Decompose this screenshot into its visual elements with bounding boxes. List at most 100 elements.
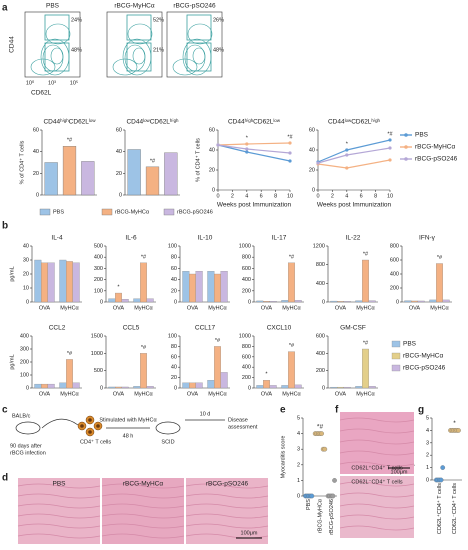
y-tick-label: 40 xyxy=(171,365,177,371)
bar xyxy=(362,259,369,303)
annotation: * xyxy=(265,372,268,378)
annotation: * xyxy=(117,284,120,290)
gate-label: 52% xyxy=(153,17,164,23)
image-label: CD62L⁺CD4⁺ T cells xyxy=(351,464,402,471)
x-tick-label: MyHCα xyxy=(60,305,79,311)
bar xyxy=(34,383,42,389)
x-tick-label: MyHCα xyxy=(282,305,301,311)
fiber xyxy=(17,523,101,529)
y-tick-label: 3 xyxy=(426,440,429,446)
y-tick-label: 0 xyxy=(212,187,215,193)
x-tick-label: 4 xyxy=(345,193,348,199)
histology-image xyxy=(102,478,184,544)
x-tick-label: MyHCα xyxy=(282,391,301,397)
x-tick-label: OVA xyxy=(39,305,51,311)
point xyxy=(288,141,292,145)
x-tick-label: OVA xyxy=(335,391,347,397)
point xyxy=(388,138,392,142)
x-tick-label: OVA xyxy=(113,305,125,311)
x-tick-label: 8 xyxy=(374,193,377,199)
fiber xyxy=(101,513,185,519)
point xyxy=(456,428,461,433)
bar xyxy=(140,353,147,389)
y-tick-label: 40 xyxy=(209,147,215,153)
diagram-text: SCID xyxy=(161,439,174,445)
contour xyxy=(132,47,146,65)
y-tick-label: 400 xyxy=(94,255,103,261)
gate xyxy=(44,42,70,72)
bar xyxy=(72,382,80,389)
diagram-text: 10 d xyxy=(200,411,211,417)
y-tick-label: 0 xyxy=(396,299,399,305)
bar xyxy=(368,386,376,389)
y-tick-label: 20 xyxy=(171,288,177,294)
point xyxy=(440,465,446,470)
bar xyxy=(256,385,264,389)
x-tick-label: MyHCα xyxy=(208,305,227,311)
fiber xyxy=(185,523,269,529)
point xyxy=(245,142,249,146)
annotation: * xyxy=(246,135,249,141)
chart-title: CCL2 xyxy=(49,325,66,332)
panel-label: a xyxy=(2,3,8,14)
y-tick-label: 800 xyxy=(390,243,399,249)
panel-label: g xyxy=(418,405,424,416)
bar xyxy=(343,386,351,389)
chart-title: CD44ʰⁱᵍʰCD62Lˡᵒʷ xyxy=(228,118,281,126)
panel-label: d xyxy=(2,473,8,484)
image-label: PBS xyxy=(52,481,66,488)
bar xyxy=(362,348,369,389)
bar xyxy=(263,380,270,389)
y-tick-label: 60 xyxy=(171,266,177,272)
contour xyxy=(45,23,71,45)
y-tick-label: 4 xyxy=(426,428,429,434)
x-tick-label: 10⁵ xyxy=(70,79,78,86)
bar xyxy=(41,383,48,389)
bar xyxy=(294,384,302,389)
contour xyxy=(192,47,206,65)
bar xyxy=(127,149,141,196)
fiber xyxy=(17,493,101,499)
y-tick-label: 600 xyxy=(242,354,251,360)
bar xyxy=(214,346,221,389)
y-tick-label: 0 xyxy=(322,385,325,391)
fiber xyxy=(339,481,415,487)
y-tick-label: 0 xyxy=(174,299,177,305)
x-tick-label: OVA xyxy=(261,305,273,311)
point xyxy=(309,493,315,499)
bar xyxy=(72,262,80,303)
bar xyxy=(207,380,215,389)
y-tick-label: 20 xyxy=(33,171,39,177)
bar xyxy=(330,300,338,303)
y-tick-label: 1 xyxy=(297,478,300,484)
y-tick-label: 0 xyxy=(426,477,429,483)
y-tick-label: 0 xyxy=(36,192,39,198)
x-tick-label: MyHCα xyxy=(356,391,375,397)
bar xyxy=(220,271,228,303)
panel-label: e xyxy=(280,405,286,416)
y-tick-label: 60 xyxy=(309,127,315,133)
legend-label: rBCG-pSO246 xyxy=(177,209,213,215)
y-tick-label: 1200 xyxy=(313,243,325,249)
y-axis-label: CD44 xyxy=(9,36,16,53)
y-tick-label: 100 xyxy=(168,243,177,249)
point xyxy=(319,431,324,436)
y-tick-label: 4 xyxy=(297,431,300,437)
x-tick-label: MyHCα xyxy=(60,391,79,397)
x-tick-label: 0 xyxy=(216,193,219,199)
fiber xyxy=(339,514,415,520)
bar xyxy=(281,300,289,303)
bar xyxy=(121,386,129,389)
gate-label: 26% xyxy=(213,17,224,23)
diagram-text: 48 h xyxy=(123,433,134,439)
image-label: rBCG-pSO246 xyxy=(206,481,249,488)
y-tick-label: 30 xyxy=(23,257,29,263)
flow-plot xyxy=(166,11,223,78)
diagram-text: Disease xyxy=(228,417,248,423)
plot-title: rBCG-pSO246 xyxy=(173,3,216,10)
x-tick-label: MyHCα xyxy=(356,305,375,311)
legend-label: rBCG-MyHCα xyxy=(403,353,443,360)
bar xyxy=(220,372,228,389)
fiber xyxy=(101,483,185,489)
